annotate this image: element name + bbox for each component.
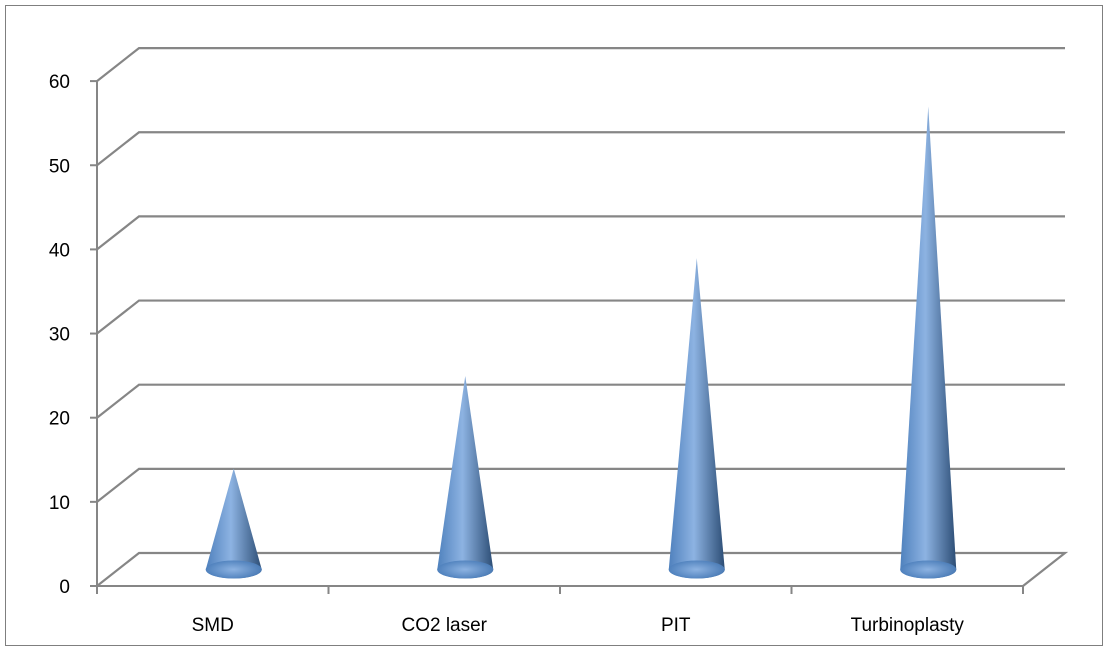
axes — [90, 80, 1024, 594]
y-tick-label: 20 — [49, 409, 70, 430]
x-category-label: PIT — [661, 615, 691, 636]
gridlines — [96, 46, 1069, 587]
gridline — [96, 46, 1065, 82]
cone-body — [900, 106, 957, 579]
y-tick-label: 30 — [49, 325, 70, 346]
x-category-label: SMD — [192, 615, 234, 636]
y-tick-label: 0 — [59, 577, 70, 598]
cone-bar — [437, 375, 494, 579]
x-category-label: Turbinoplasty — [851, 615, 965, 636]
y-tick-label: 10 — [49, 493, 70, 514]
cone-bar — [668, 258, 725, 579]
cone-base — [900, 560, 957, 579]
cones — [205, 106, 957, 579]
gridline — [96, 383, 1065, 419]
x-axis-labels: SMD CO2 laser PIT Turbinoplasty — [192, 615, 965, 636]
gridline — [96, 467, 1065, 503]
cone-bar — [900, 106, 957, 579]
cone-base — [668, 560, 725, 579]
gridline — [96, 299, 1065, 335]
floor-line — [96, 551, 1069, 587]
y-tick-label: 50 — [49, 156, 70, 177]
cone-body — [668, 258, 725, 579]
cone-body — [437, 375, 494, 579]
cone-bar — [205, 468, 262, 579]
y-axis-ticks: 0 10 20 30 40 50 60 — [49, 72, 70, 598]
cone-base — [437, 560, 494, 579]
x-category-label: CO2 laser — [401, 615, 487, 636]
cone-base — [205, 560, 262, 579]
gridline — [96, 215, 1065, 251]
cone-body — [205, 468, 262, 579]
gridline — [96, 131, 1065, 167]
y-tick-label: 60 — [49, 72, 70, 93]
y-tick-label: 40 — [49, 240, 70, 261]
